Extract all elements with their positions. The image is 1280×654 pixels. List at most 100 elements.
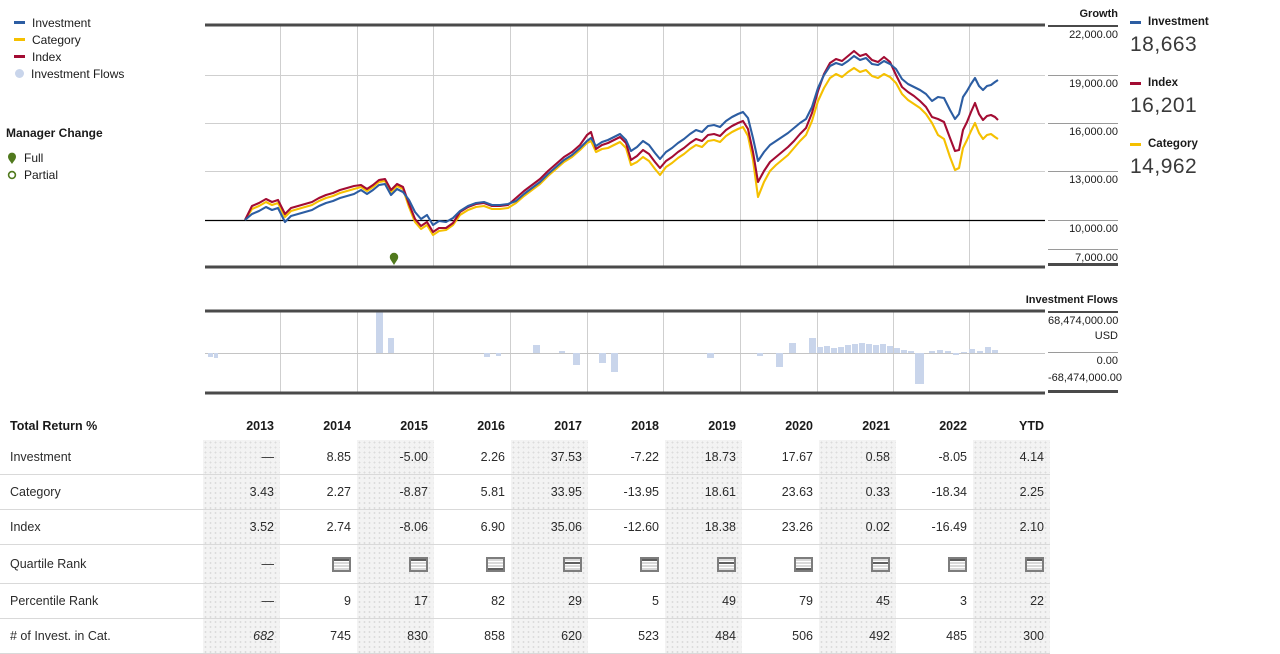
value-cell: 830 (357, 618, 434, 654)
summary-item-header: Index (1130, 77, 1197, 89)
flows-axis: Investment Flows 68,474,000.00 USD 0.00 -68… (1026, 0, 1123, 400)
value-cell: 37.53 (511, 440, 588, 475)
legend-item-flows[interactable]: Investment Flows (14, 65, 194, 82)
flow-bar (873, 345, 879, 353)
value-cell: 49 (665, 583, 742, 619)
table-row: Category 3.43 2.27 -8.87 5.81 33.95 -13.95 18.6… (0, 474, 1050, 510)
value-cell: 35.06 (511, 509, 588, 545)
row-label: Category (0, 474, 203, 510)
growth-axis-tick: 16,000.00 (1048, 123, 1118, 138)
value-cell: 79 (742, 583, 819, 619)
growth-axis-tick: 13,000.00 (1048, 171, 1118, 186)
value-cell: -18.34 (896, 474, 973, 510)
manager-change-label: Partial (24, 167, 59, 182)
full-pin-icon (8, 152, 16, 164)
quartile-cell (357, 544, 434, 584)
table-row: Investment —8.85 -5.00 2.26 37.53 -7.22 18.73 1… (0, 440, 1050, 475)
value-cell: -8.06 (357, 509, 434, 545)
quartile-rank-icon (948, 556, 967, 572)
flow-bar (880, 344, 886, 353)
growth-axis-tick-label: 22,000.00 (1069, 29, 1118, 41)
value-cell: 0.58 (819, 440, 896, 475)
value-cell: 2.10 (973, 509, 1050, 545)
flows-axis-tick-label: 68,474,000.00 (1048, 315, 1119, 327)
growth-axis-title: Growth (1079, 8, 1119, 20)
growth-axis-tick-label: 13,000.00 (1069, 174, 1118, 186)
flow-bar (809, 338, 816, 353)
quartile-rank-icon (409, 556, 428, 572)
quartile-cell (511, 544, 588, 584)
value-cell: 22 (973, 583, 1050, 619)
flow-bar (852, 344, 858, 353)
partial-circle-icon (7, 170, 17, 179)
legend-item-category[interactable]: Category (14, 31, 194, 48)
investment-swatch-icon (14, 21, 25, 24)
flow-bar (573, 353, 580, 365)
year-column-header: 2017 (554, 419, 582, 433)
legend-label: Index (32, 49, 62, 64)
growth-axis-tick: 22,000.00 (1048, 25, 1118, 41)
flows-axis-tick-label: 0.00 (1096, 355, 1118, 367)
quartile-rank-icon (1025, 556, 1044, 572)
flow-bar (908, 351, 914, 353)
row-label: Investment (0, 440, 203, 475)
quartile-cell (588, 544, 665, 584)
quartile-cell (280, 544, 357, 584)
quartile-rank-icon (717, 556, 736, 572)
value-cell: -8.87 (357, 474, 434, 510)
value-cell: 523 (588, 618, 665, 654)
value-cell: -16.49 (896, 509, 973, 545)
quartile-cell (896, 544, 973, 584)
flow-bar (915, 353, 924, 384)
flow-bar (961, 352, 967, 353)
flow-bar (824, 346, 830, 353)
value-cell: 506 (742, 618, 819, 654)
value-cell: 745 (280, 618, 357, 654)
flows-dot-icon (15, 69, 24, 78)
summary-item-header: Category (1130, 138, 1198, 150)
value-cell: 82 (434, 583, 511, 619)
flows-axis-tick-label: USD (1094, 330, 1118, 342)
value-cell: 2.74 (280, 509, 357, 545)
flow-bar (388, 338, 394, 353)
manager-change-label: Full (24, 150, 44, 165)
flow-bar (894, 348, 900, 353)
value-cell: 4.14 (973, 440, 1050, 475)
manager-change-title: Manager Change (6, 126, 103, 140)
value-cell: 29 (511, 583, 588, 619)
flows-axis-tick: 68,474,000.00 (1048, 311, 1118, 327)
summary-label: Investment (1148, 16, 1209, 28)
flow-bar (707, 353, 714, 358)
flows-axis-tick-label: -68,474,000.00 (1048, 372, 1123, 384)
flow-bar (859, 343, 865, 353)
year-column-header: 2021 (862, 419, 890, 433)
quartile-cell (973, 544, 1050, 584)
value-cell: 6.90 (434, 509, 511, 545)
flow-bar (937, 350, 943, 353)
year-column-header: 2013 (246, 419, 274, 433)
flow-bar (992, 350, 998, 353)
value-cell: — (203, 583, 280, 619)
flow-bar (757, 353, 763, 356)
legend-item-index[interactable]: Index (14, 48, 194, 65)
quartile-rank-icon (640, 556, 659, 572)
index-swatch-icon (1130, 81, 1141, 85)
flow-bar (845, 345, 851, 353)
growth-and-flows-chart[interactable] (0, 0, 1280, 400)
total-return-table: Total Return % 2013 2014 2015 2016 2017 2018 2… (0, 412, 1050, 654)
flow-bar (611, 353, 618, 372)
legend-item-investment[interactable]: Investment (14, 14, 194, 31)
value-cell: 45 (819, 583, 896, 619)
value-cell: 33.95 (511, 474, 588, 510)
flow-bar (901, 350, 907, 353)
flow-bar (496, 353, 501, 356)
value-cell: 3 (896, 583, 973, 619)
category-line (244, 66, 999, 237)
table-corner-label: Total Return % (10, 419, 98, 433)
investment-line (244, 54, 999, 227)
value-cell: — (203, 440, 280, 475)
value-cell: 23.63 (742, 474, 819, 510)
value-cell: 858 (434, 618, 511, 654)
summary-label: Category (1148, 138, 1198, 150)
value-cell: 18.73 (665, 440, 742, 475)
